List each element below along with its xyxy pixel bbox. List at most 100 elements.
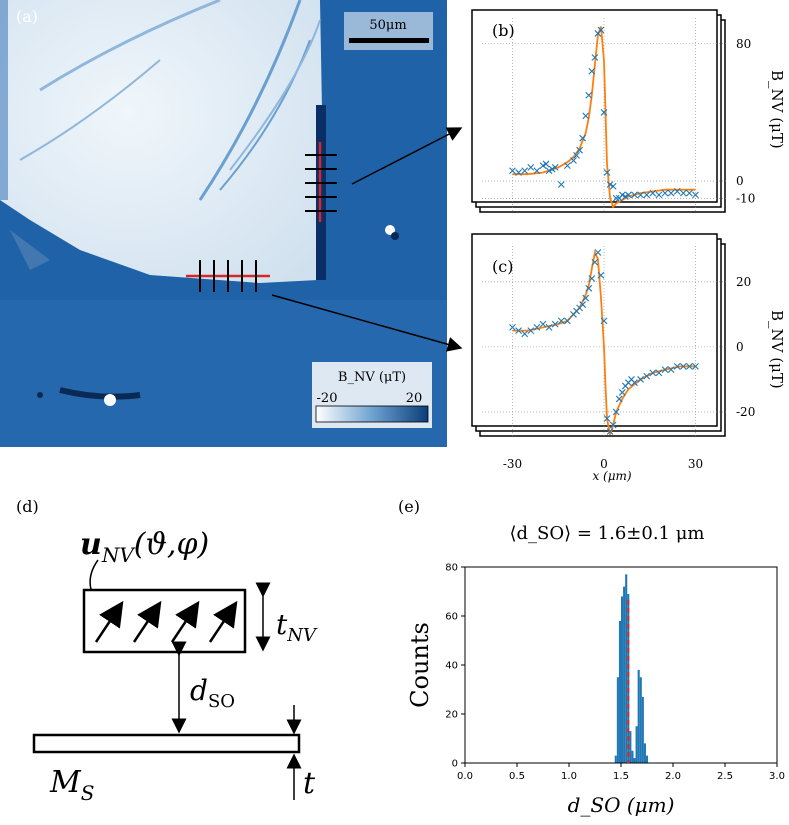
xtick-label: 2.0 xyxy=(665,771,681,782)
data-point xyxy=(533,167,541,175)
xtick-label: 0.0 xyxy=(457,771,473,782)
data-point xyxy=(612,408,620,416)
ytick-label: 20 xyxy=(736,275,751,289)
histogram-bar xyxy=(631,750,634,763)
xtick-label: 1.5 xyxy=(613,771,629,782)
data-point xyxy=(564,317,571,325)
histogram-bar xyxy=(627,593,630,763)
panel-c-label: (c) xyxy=(492,257,513,276)
fit-curve xyxy=(512,26,696,209)
histogram-bar xyxy=(633,758,636,763)
arrow-to-c xyxy=(271,294,463,352)
data-point xyxy=(679,363,687,370)
xtick-label: 30 xyxy=(688,457,703,471)
data-point xyxy=(609,182,617,190)
histogram-bar xyxy=(635,726,638,763)
linecut-horizontal-ticks xyxy=(199,260,257,292)
map-panel: 50μm B_NV (μT) -20 20 (a) xyxy=(0,0,447,447)
data-point xyxy=(631,191,638,199)
data-point xyxy=(679,189,687,197)
xtick-label: -30 xyxy=(503,457,522,471)
data-point xyxy=(509,323,516,331)
panel-e-label: (e) xyxy=(398,497,420,516)
data-point xyxy=(585,284,593,292)
data-point xyxy=(588,275,596,282)
histogram-bar xyxy=(643,743,646,763)
magnetic-layer xyxy=(32,733,301,754)
data-point xyxy=(573,151,580,159)
data-point xyxy=(533,323,541,331)
data-point xyxy=(609,421,617,429)
data-point xyxy=(579,301,587,308)
data-point xyxy=(649,189,657,197)
plot-c-ylabel: B_NV (μT) xyxy=(768,310,786,389)
arrow-to-b xyxy=(351,127,463,185)
colorbar-min: -20 xyxy=(317,391,338,406)
scalebar xyxy=(349,38,429,43)
data-point xyxy=(686,363,693,370)
tnv-label: tNV xyxy=(276,608,318,646)
data-point xyxy=(579,134,587,142)
data-point xyxy=(509,167,516,175)
histogram-bar xyxy=(641,696,644,763)
ytick-label: 0 xyxy=(452,759,458,770)
histogram-bar xyxy=(616,677,619,763)
nv-layer xyxy=(82,588,247,654)
schematic: (d) uNV(ϑ,φ) tNV dSO t MS xyxy=(16,497,318,805)
plot-c: 20 0 -20 -30 0 30 xyxy=(482,246,755,471)
histogram-title: ⟨d_SO⟩ = 1.6±0.1 μm xyxy=(509,523,704,544)
data-point xyxy=(594,249,602,256)
data-point xyxy=(564,162,571,170)
data-point xyxy=(692,363,699,370)
data-point xyxy=(600,109,608,116)
data-point xyxy=(631,379,638,387)
flake-region xyxy=(0,0,322,283)
histogram-bar xyxy=(645,755,649,763)
panel-a-label: (a) xyxy=(16,7,38,26)
ms-label: MS xyxy=(49,765,94,805)
xtick-label: 0 xyxy=(600,457,608,471)
data-point xyxy=(591,54,599,61)
data-point xyxy=(557,317,565,325)
data-point xyxy=(515,169,522,176)
plot-b-ylabel: B_NV (μT) xyxy=(768,70,786,149)
data-point xyxy=(655,191,663,199)
histogram-xlabel: d_SO (μm) xyxy=(568,793,675,817)
data-point xyxy=(600,317,608,325)
data-point xyxy=(557,181,565,188)
histogram-bar xyxy=(637,669,640,763)
data-point xyxy=(606,428,614,435)
data-point xyxy=(551,163,559,171)
data-point xyxy=(582,112,590,120)
histogram-bar xyxy=(629,731,632,763)
histogram: 0.0 0.5 1.0 1.5 2.0 2.5 3.0 0 20 40 60 80 xyxy=(445,563,785,783)
data-point xyxy=(643,372,651,380)
colorbar-title: B_NV (μT) xyxy=(338,370,406,385)
ytick-label: 60 xyxy=(445,612,458,623)
data-point xyxy=(643,191,651,199)
ytick-label: 0 xyxy=(736,340,744,354)
data-point xyxy=(597,26,605,34)
histogram-bar xyxy=(614,755,617,763)
data-point xyxy=(655,369,663,377)
xtick-label: 3.0 xyxy=(769,771,785,782)
data-point xyxy=(615,395,623,403)
data-point xyxy=(637,191,644,199)
data-point xyxy=(585,91,593,99)
xtick-label: 2.5 xyxy=(717,771,733,782)
xtick-label: 1.0 xyxy=(561,771,577,782)
xtick-label: 0.5 xyxy=(509,771,525,782)
nv-arrows xyxy=(94,600,238,643)
t-label: t xyxy=(303,766,316,801)
data-point xyxy=(521,330,529,338)
scalebar-label: 50μm xyxy=(369,18,406,33)
data-point xyxy=(637,376,644,383)
histogram-bar xyxy=(618,620,621,763)
data-point xyxy=(527,163,535,171)
data-point xyxy=(692,191,699,199)
ytick-label: -20 xyxy=(736,405,755,419)
data-point xyxy=(686,189,693,197)
ytick-label: 40 xyxy=(445,661,458,672)
colorbar xyxy=(315,405,429,423)
